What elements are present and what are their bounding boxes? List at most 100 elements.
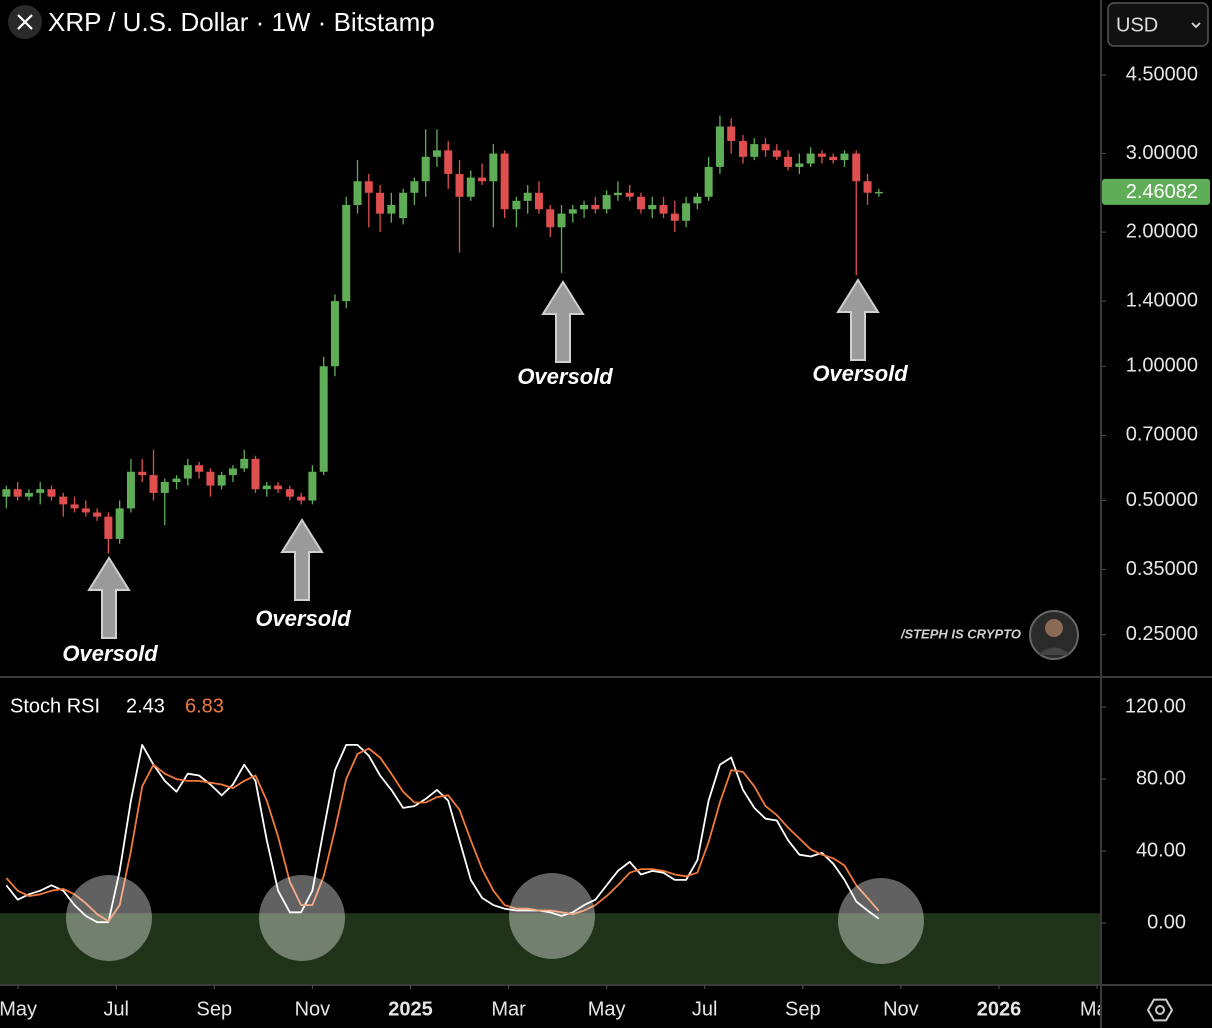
arrow <box>87 556 131 639</box>
avatar-face <box>1045 619 1063 637</box>
arrows <box>87 278 880 639</box>
candle-body <box>682 203 691 221</box>
candle-body <box>863 181 872 193</box>
candle-body <box>613 192 622 196</box>
candle-body <box>172 478 181 483</box>
indicator-k-value: 2.43 <box>126 695 165 717</box>
candle-body <box>625 192 634 197</box>
x-tick-label: May <box>588 998 626 1020</box>
currency-label: USD <box>1116 14 1158 36</box>
candle-body <box>126 471 135 509</box>
candle-body <box>489 153 498 182</box>
candle-body <box>47 489 56 497</box>
x-tick-label: Sep <box>785 998 821 1020</box>
y-tick-label: 0.35000 <box>1126 558 1198 580</box>
candle-body <box>274 485 283 490</box>
candle-body <box>715 126 724 167</box>
candle-body <box>217 475 226 486</box>
candle-body <box>342 205 351 302</box>
candle-body <box>659 205 668 214</box>
candle-body <box>240 458 249 469</box>
highlight-circle <box>259 875 345 961</box>
y-tick-label: 120.00 <box>1125 695 1186 717</box>
candle-body <box>602 195 611 210</box>
candle-body <box>13 489 22 497</box>
y-tick-label: 80.00 <box>1136 767 1186 789</box>
x-tick-label: 2026 <box>977 998 1022 1020</box>
annotation: Oversold <box>517 364 613 389</box>
candle-body <box>70 504 79 509</box>
y-tick-label: 0.25000 <box>1126 623 1198 645</box>
settings-icon-center <box>1155 1005 1165 1015</box>
indicator-title: Stoch RSI <box>10 695 100 717</box>
candle-body <box>670 213 679 221</box>
x-tick-label: 2025 <box>388 998 433 1020</box>
candle-body <box>353 181 362 206</box>
x-tick-label: Sep <box>197 998 233 1020</box>
candle-body <box>387 205 396 214</box>
candle-body <box>568 209 577 214</box>
indicator-d-value: 6.83 <box>185 695 224 717</box>
arrow <box>280 518 324 601</box>
candle-body <box>478 177 487 182</box>
highlight-circle <box>66 875 152 961</box>
candle-body <box>738 141 747 157</box>
currency-select[interactable] <box>1107 2 1209 47</box>
candle-body <box>500 153 509 210</box>
chart-title: XRP / U.S. Dollar · 1W · Bitstamp <box>48 7 435 37</box>
avatar-body <box>1038 647 1070 655</box>
candle-body <box>104 516 113 539</box>
x-tick-label: Jul <box>103 998 129 1020</box>
settings-icon <box>1146 998 1174 1022</box>
candle-body <box>693 196 702 204</box>
candle-body <box>195 465 204 472</box>
candle-body <box>2 489 11 497</box>
highlight-circle <box>509 873 595 959</box>
candle-body <box>874 191 883 194</box>
candle-body <box>262 485 271 490</box>
close-icon <box>17 14 33 30</box>
dropdown-icon <box>1191 22 1201 29</box>
y-tick-label: 0.70000 <box>1126 424 1198 446</box>
x-tick-label: Nov <box>883 998 919 1020</box>
price-pane: 4.50000 3.00000 2.00000 1.40000 1.00000 0.700… <box>2 63 1198 645</box>
candle-body <box>149 475 158 493</box>
watermark: /STEPH IS CRYPTO <box>900 626 1021 641</box>
highlight-circles <box>66 873 924 964</box>
y-tick-label: 3.00000 <box>1126 142 1198 164</box>
indicator-line <box>5 747 880 923</box>
x-tick-label: Mar <box>1080 998 1115 1020</box>
candle-body <box>138 471 147 476</box>
candle-body <box>228 468 237 476</box>
arrow <box>836 278 880 361</box>
settings-button[interactable] <box>1146 998 1174 1022</box>
candle-body <box>636 196 645 210</box>
candle-body <box>648 205 657 210</box>
candle-body <box>557 213 566 228</box>
candle-body <box>546 209 555 228</box>
x-tick-label: Jul <box>692 998 718 1020</box>
candle-body <box>580 205 589 210</box>
candle-body <box>534 192 543 210</box>
candle-body <box>81 508 90 513</box>
y-tick-label: 0.50000 <box>1126 489 1198 511</box>
x-tick-label: Nov <box>295 998 331 1020</box>
candle-body <box>183 465 192 479</box>
candle-body <box>319 366 328 472</box>
highlight-circle <box>838 878 924 964</box>
candle-body <box>24 492 33 497</box>
candle-body <box>784 156 793 167</box>
candle-body <box>421 156 430 182</box>
candle-body <box>206 471 215 486</box>
candle-body <box>817 153 826 157</box>
oversold-zone-layer <box>0 913 1100 985</box>
arrow <box>541 280 585 363</box>
oversold-zone <box>0 913 1100 985</box>
candle-body <box>330 301 339 367</box>
x-tick-label: May <box>0 998 37 1020</box>
candle-body <box>466 177 475 197</box>
candle-body <box>364 181 373 193</box>
candle-body <box>432 150 441 157</box>
